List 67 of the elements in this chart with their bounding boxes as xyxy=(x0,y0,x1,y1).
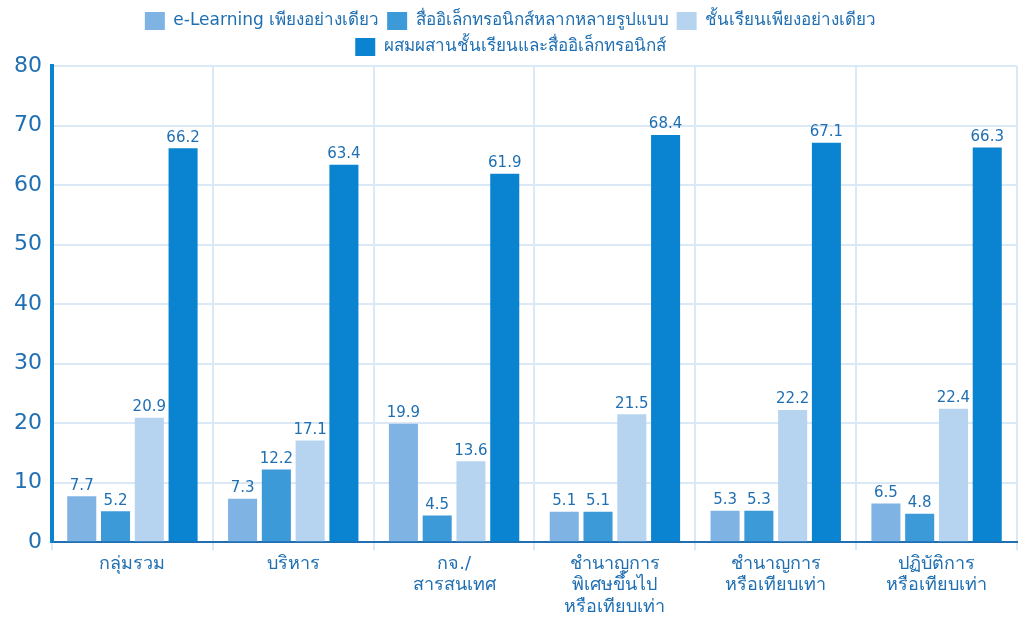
bar xyxy=(329,164,359,542)
data-label: 22.2 xyxy=(775,389,810,408)
bar xyxy=(261,469,291,542)
x-tick-label: กจ./ สารสนเทศ xyxy=(412,551,497,595)
data-label: 68.4 xyxy=(648,114,683,133)
data-label: 20.9 xyxy=(132,397,166,416)
x-tick-label: ปฏิบัติการ หรือเทียบเท่า xyxy=(886,551,988,595)
bar xyxy=(778,410,808,542)
bar xyxy=(938,408,968,542)
data-label: 5.2 xyxy=(103,490,128,509)
y-tick-label: 10 xyxy=(13,468,42,494)
data-label: 5.3 xyxy=(746,490,771,509)
y-tick-label: 20 xyxy=(13,408,42,434)
bar xyxy=(811,142,841,542)
y-tick-label: 70 xyxy=(13,111,42,137)
bar xyxy=(101,511,131,542)
legend-label: ชั้นเรียนเพียงอย่างเดียว xyxy=(705,7,877,30)
data-label: 13.6 xyxy=(454,440,488,459)
data-label: 7.3 xyxy=(230,478,255,497)
data-label: 66.3 xyxy=(970,126,1004,145)
bar xyxy=(651,135,681,542)
y-tick-label: 50 xyxy=(13,230,42,256)
data-label: 63.4 xyxy=(327,144,361,163)
data-label: 6.5 xyxy=(873,482,898,501)
data-label: 5.1 xyxy=(552,491,577,510)
data-label: 17.1 xyxy=(293,419,327,438)
x-tick-label: บริหาร xyxy=(266,551,320,573)
data-label: 5.1 xyxy=(586,491,610,510)
data-label: 67.1 xyxy=(809,122,844,141)
y-tick-label: 0 xyxy=(27,527,42,553)
bar xyxy=(905,513,935,542)
x-tick-label: ชำนาญการ หรือเทียบเท่า xyxy=(725,551,827,595)
data-label: 21.5 xyxy=(615,393,649,412)
y-tick-label: 30 xyxy=(13,349,42,375)
bar xyxy=(295,440,325,542)
legend-label: ผสมผสานชั้นเรียนและสื่ออิเล็กทรอนิกส์ xyxy=(383,33,667,56)
bar xyxy=(422,515,452,542)
data-label: 4.5 xyxy=(425,494,450,513)
bar xyxy=(583,511,613,542)
y-tick-label: 80 xyxy=(13,51,42,77)
data-label: 61.9 xyxy=(488,153,522,172)
data-label: 19.9 xyxy=(386,403,421,422)
bar xyxy=(871,503,901,542)
bar xyxy=(456,461,486,542)
bar xyxy=(134,417,164,542)
x-tick-label: ชำนาญการ พิเศษขึ้นไป หรือเทียบเท่า xyxy=(564,551,666,616)
data-label: 5.3 xyxy=(713,490,738,509)
data-label: 7.7 xyxy=(69,475,94,494)
data-label: 4.8 xyxy=(907,493,932,512)
bar xyxy=(617,414,647,542)
bar xyxy=(388,423,418,542)
bar xyxy=(744,510,774,542)
bar xyxy=(972,147,1002,542)
y-tick-label: 40 xyxy=(13,289,42,315)
bar xyxy=(67,496,97,542)
y-tick-label: 60 xyxy=(13,170,42,196)
bar xyxy=(710,510,740,542)
data-label: 66.2 xyxy=(166,127,200,146)
bar xyxy=(490,173,520,542)
legend-label: e-Learning เพียงอย่างเดียว xyxy=(173,9,380,30)
bar xyxy=(168,148,198,542)
bar xyxy=(228,498,258,542)
x-tick-label: กลุ่มรวม xyxy=(99,551,166,574)
legend-label: สื่ออิเล็กทรอนิกส์หลากหลายรูปแบบ xyxy=(415,7,669,31)
data-label: 12.2 xyxy=(259,448,294,467)
bar xyxy=(549,511,579,542)
data-label: 22.4 xyxy=(936,388,971,407)
